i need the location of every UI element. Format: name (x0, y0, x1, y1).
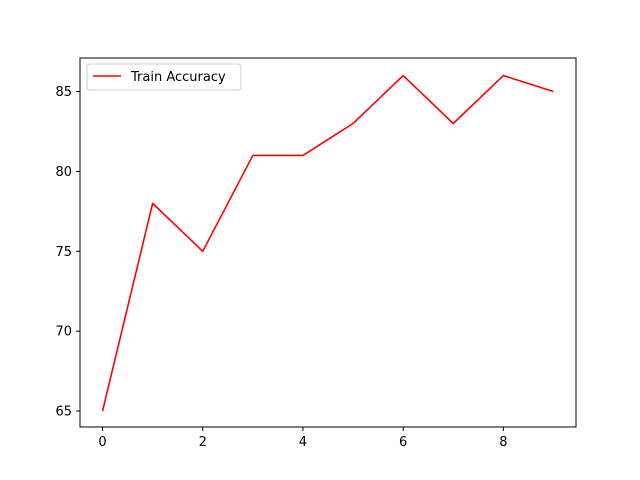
y-tick-label: 70 (55, 325, 72, 340)
y-tick-label: 65 (55, 405, 72, 420)
x-tick-label: 0 (98, 435, 106, 450)
x-tick-label: 2 (199, 435, 207, 450)
legend-box (86, 63, 242, 91)
plot-frame (79, 57, 577, 428)
x-tick-label: 6 (399, 435, 407, 450)
y-tick-label: 85 (55, 85, 72, 100)
x-axis: 0 2 4 6 8 (98, 427, 507, 450)
y-axis: 65 70 75 80 85 (55, 85, 80, 420)
legend-label-train-accuracy: Train Accuracy (130, 70, 226, 85)
series-line-0 (101, 74, 554, 412)
x-tick-label: 4 (299, 435, 307, 450)
plot-layer (101, 74, 554, 412)
legend: Train Accuracy (86, 63, 242, 91)
y-tick-label: 80 (55, 165, 72, 180)
x-tick-label: 8 (499, 435, 507, 450)
y-tick-label: 75 (55, 245, 72, 260)
